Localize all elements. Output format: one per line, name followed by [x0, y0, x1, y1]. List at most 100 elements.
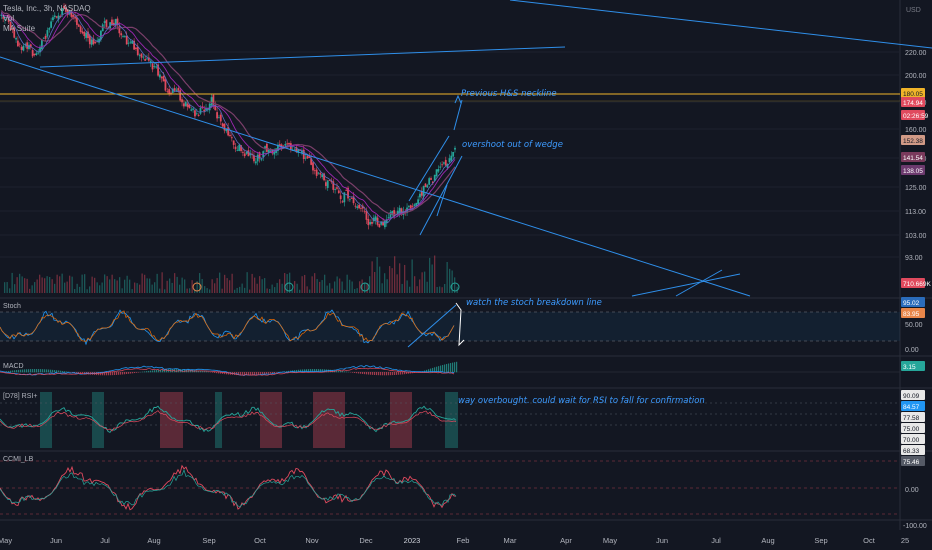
candle-body — [46, 30, 49, 37]
candle-body — [39, 46, 41, 53]
volume-bar — [46, 276, 48, 293]
macd-bar — [216, 372, 218, 374]
macd-bar — [132, 372, 134, 374]
event-marker — [450, 282, 460, 292]
macd-bar — [358, 372, 360, 374]
macd-bar — [14, 370, 16, 373]
volume-bar — [171, 282, 173, 293]
stoch-breakdown-arrow — [455, 302, 465, 347]
trendline — [453, 99, 463, 131]
macd-bar — [8, 370, 10, 373]
candle-body — [135, 47, 137, 50]
price-tag — [901, 110, 925, 120]
volume-bar — [54, 283, 56, 293]
candle-body — [194, 110, 196, 117]
volume-bar — [304, 274, 306, 293]
ccmi-tick-label: 0.00 — [905, 487, 919, 494]
candle-body — [87, 31, 89, 39]
volume-group — [4, 255, 458, 293]
candle-body — [301, 150, 303, 154]
volume-bar — [406, 280, 408, 293]
volume-bar — [149, 278, 151, 293]
macd-bar — [156, 369, 158, 373]
volume-bar — [141, 273, 143, 293]
time-axis-label: Sep — [814, 536, 827, 545]
candle-body — [11, 28, 14, 30]
candle-body — [170, 92, 172, 95]
macd-bar — [372, 372, 374, 375]
rsi-overbought-zone — [445, 392, 458, 448]
volume-bar — [431, 264, 433, 293]
macd-bar — [386, 372, 388, 376]
candle-body — [55, 16, 58, 18]
volume-bar — [41, 277, 43, 293]
candle-body — [96, 40, 99, 42]
macd-bar — [50, 369, 52, 373]
macd-bar — [112, 372, 114, 376]
candle-body — [387, 217, 390, 219]
event-marker — [192, 282, 202, 292]
price-tag — [901, 97, 925, 107]
candle-body — [88, 35, 91, 45]
macd-bar — [442, 365, 444, 373]
candle-body — [53, 15, 56, 17]
volume-bar — [251, 273, 253, 293]
candle-body — [286, 143, 289, 145]
volume-bar — [346, 274, 348, 293]
volume-bar — [66, 281, 68, 293]
moving-average-line — [0, 10, 456, 216]
candle-body — [343, 192, 346, 203]
candle-body — [400, 208, 403, 213]
macd-bar — [248, 372, 250, 376]
candle-body — [136, 46, 139, 56]
candle-body — [81, 31, 84, 34]
volume-bar — [91, 276, 93, 293]
volume-bar — [321, 280, 323, 293]
volume-bar — [331, 288, 333, 293]
candle-body — [371, 222, 373, 224]
candle-body — [242, 151, 244, 153]
rsi-overbought-zone — [92, 392, 104, 448]
macd-bar — [56, 370, 58, 373]
candle-body — [360, 207, 362, 209]
candle-body — [85, 32, 88, 38]
volume-bar — [336, 276, 338, 293]
volume-bar — [311, 276, 313, 293]
price-tick-label: 160.00 — [905, 127, 927, 134]
candle-body — [437, 169, 440, 172]
candle-body — [155, 66, 158, 68]
macd-bar — [354, 372, 356, 373]
macd-bar — [184, 369, 186, 373]
macd-bar — [114, 372, 116, 376]
volume-bar — [361, 279, 363, 293]
annotation-rsi: way overbought. could wait for RSI to fa… — [458, 396, 705, 406]
price-tick-label: 103.00 — [905, 233, 927, 240]
volume-bar — [404, 264, 406, 293]
volume-bar — [61, 273, 63, 293]
macd-bar — [126, 372, 128, 375]
volume-bar — [94, 277, 96, 293]
candle-body — [166, 91, 169, 93]
macd-bar — [340, 370, 342, 373]
volume-bar — [69, 275, 71, 293]
volume-bar — [449, 268, 451, 293]
stoch-value-tag — [901, 308, 925, 318]
volume-bar — [26, 278, 28, 293]
volume-bar — [256, 283, 258, 293]
macd-bar — [296, 369, 298, 373]
candle-body — [247, 150, 250, 157]
candle-body — [254, 161, 257, 164]
candle-body — [273, 151, 276, 155]
candle-body — [164, 79, 167, 91]
volume-bar — [316, 279, 318, 293]
candle-body — [330, 180, 333, 183]
volume-bar — [274, 287, 276, 293]
price-tick-label: 125.00 — [905, 185, 927, 192]
time-axis-label: Dec — [359, 536, 373, 545]
candle-body — [295, 147, 298, 153]
macd-bar — [446, 363, 448, 373]
time-axis-label: Jun — [656, 536, 668, 545]
candle-body — [144, 59, 147, 61]
volume-bar — [246, 272, 248, 293]
